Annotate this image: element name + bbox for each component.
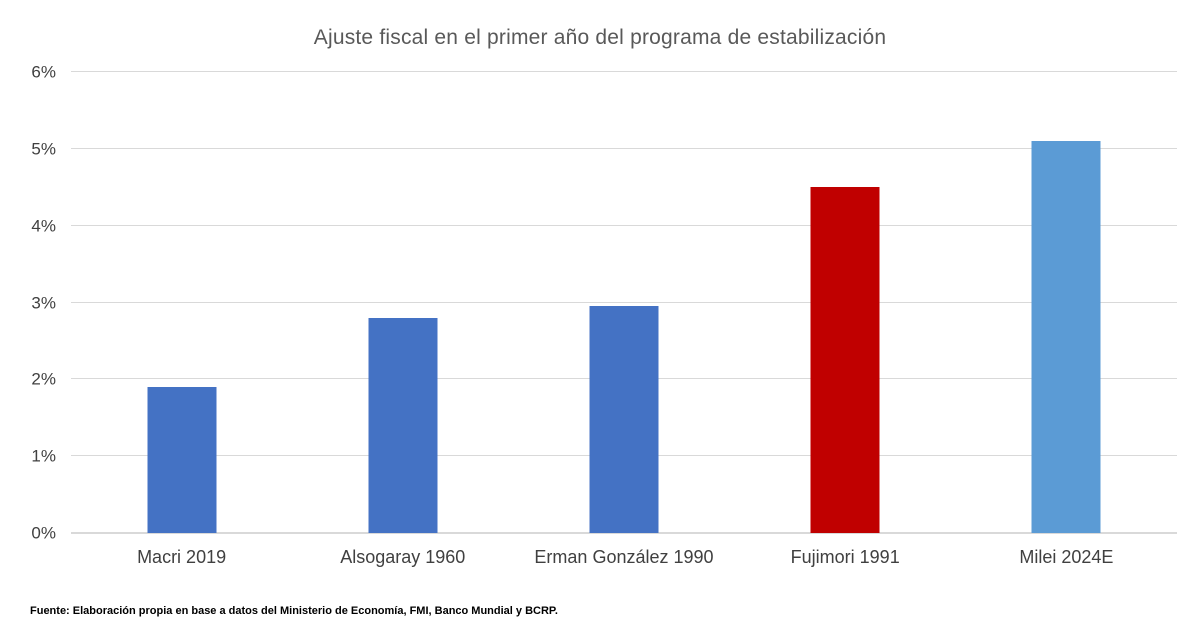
bar-erman-gonz-lez-1990	[589, 306, 659, 533]
y-tick-label: 0%	[31, 523, 56, 543]
bar-milei-2024e	[1031, 141, 1101, 533]
bar-slot	[513, 72, 734, 533]
bar-slot	[956, 72, 1177, 533]
x-tick-label: Fujimori 1991	[790, 547, 900, 567]
bar-slot	[292, 72, 513, 533]
x-tick-label: Erman González 1990	[534, 547, 714, 567]
x-tick-label: Milei 2024E	[1019, 547, 1114, 567]
bar-macri-2019	[147, 387, 217, 533]
x-axis-line	[71, 532, 1177, 534]
y-tick-label: 6%	[31, 62, 56, 82]
y-tick-label: 5%	[31, 139, 56, 159]
gridline	[71, 301, 1177, 303]
gridline	[71, 147, 1177, 149]
bar-alsogaray-1960	[368, 317, 438, 533]
bar-fujimori-1991	[810, 187, 880, 533]
y-tick-label: 4%	[31, 216, 56, 236]
bar-slot	[735, 72, 956, 533]
y-tick-label: 3%	[31, 293, 56, 312]
chart-title: Ajuste fiscal en el primer año del progr…	[313, 26, 887, 49]
gridline	[71, 224, 1177, 226]
plot-area	[71, 71, 1177, 534]
x-axis-category-labels: Macri 2019 Alsogaray 1960 Erman González 1…	[71, 547, 1177, 575]
bar-slot	[71, 72, 292, 533]
y-tick-label: 1%	[31, 446, 56, 466]
y-tick-label: 2%	[31, 369, 56, 389]
gridline	[71, 71, 1177, 72]
source-note: Fuente: Elaboración propia en base a dat…	[30, 605, 558, 617]
x-tick-label: Alsogaray 1960	[340, 547, 466, 567]
x-tick-label: Macri 2019	[137, 547, 227, 567]
y-axis-tick-labels: 0% 1% 2% 3% 4% 5% 6%	[0, 64, 56, 542]
